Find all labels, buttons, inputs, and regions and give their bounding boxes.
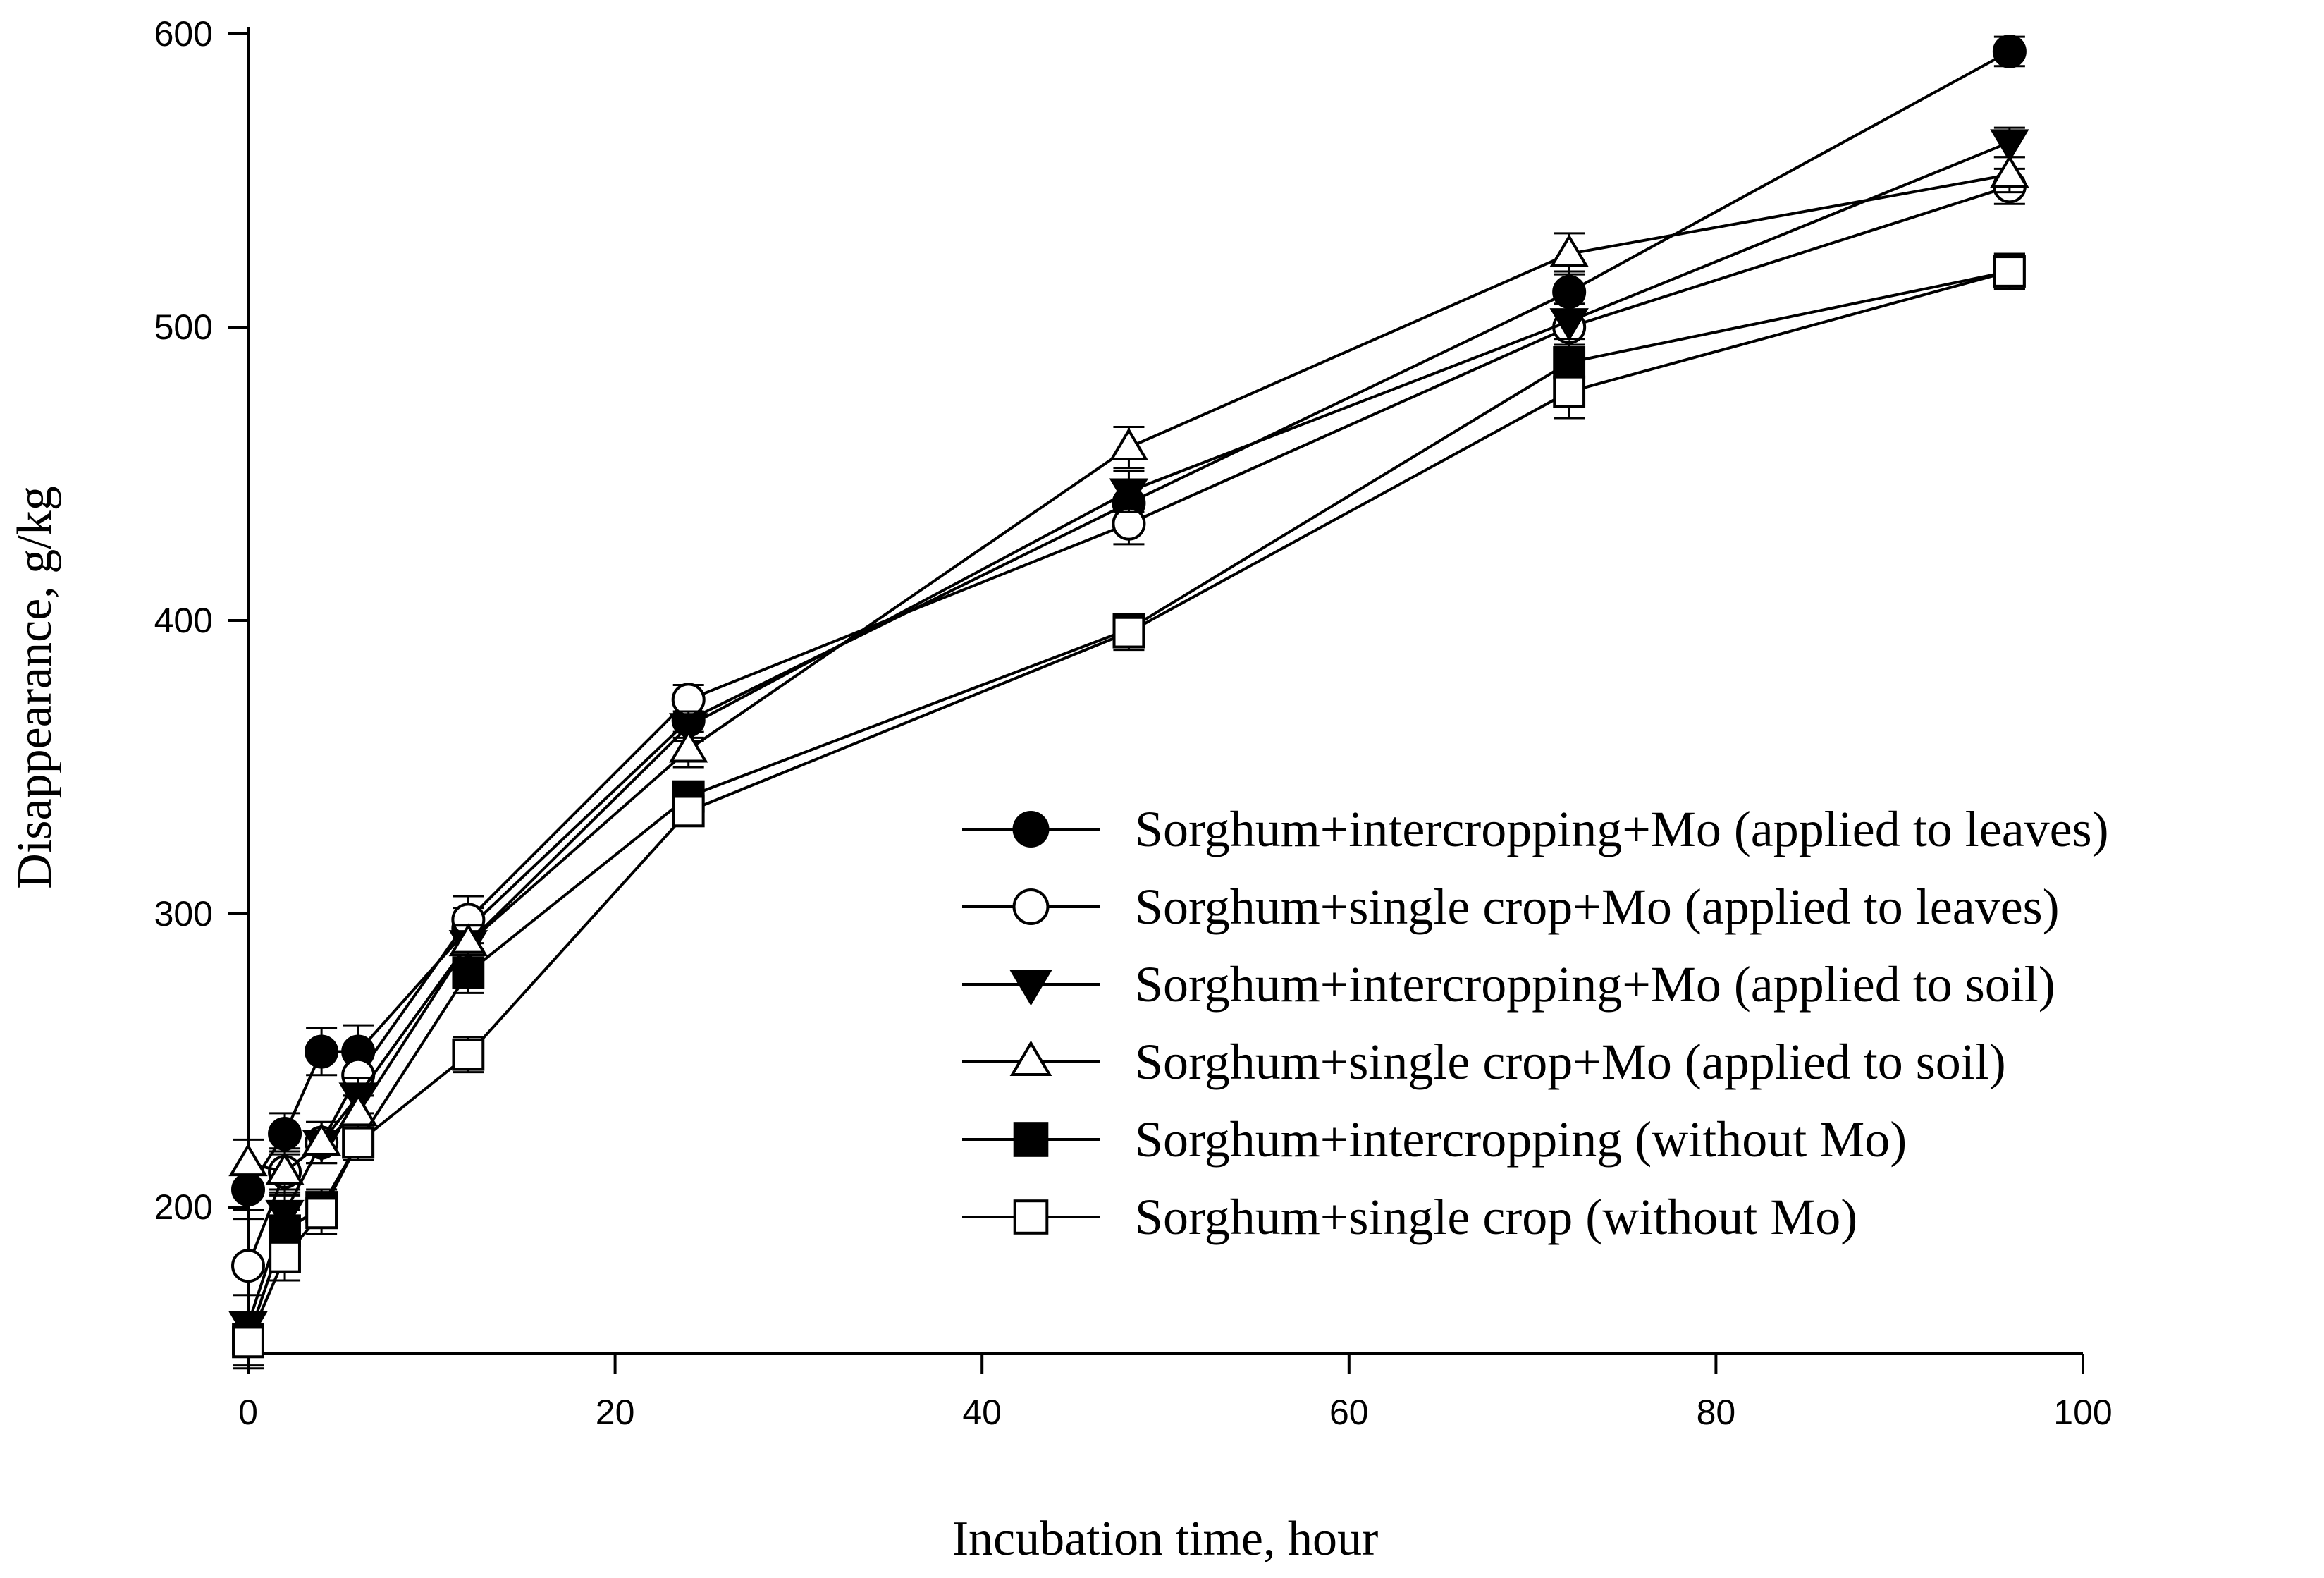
y-tick-label: 500 [154, 307, 213, 347]
legend-marker [1009, 1040, 1052, 1076]
data-point-marker [1990, 154, 2029, 188]
x-tick-label: 40 [962, 1393, 1002, 1432]
data-point-marker [1109, 427, 1149, 461]
y-tick-label: 400 [154, 601, 213, 640]
series-line [247, 173, 2010, 1174]
series-6 [232, 252, 2026, 1370]
data-point-marker [1990, 129, 2029, 163]
series-layer [228, 34, 2029, 1370]
series-3 [228, 126, 2029, 1355]
legend-label: Sorghum+single crop+Mo (applied to leave… [1135, 879, 2060, 935]
x-tick-label: 60 [1329, 1393, 1369, 1432]
y-axis-title: Disappearance, g/kg [8, 486, 62, 888]
data-point-marker [1553, 375, 1586, 408]
legend-item: Sorghum+intercropping+Mo (applied to lea… [962, 801, 2109, 857]
legend-item: Sorghum+single crop+Mo (applied to leave… [962, 879, 2060, 935]
legend-marker [1013, 1122, 1049, 1157]
x-tick-label: 80 [1697, 1393, 1736, 1432]
legend-marker [1013, 1199, 1049, 1235]
legend-item: Sorghum+single crop (without Mo) [962, 1189, 1857, 1245]
legend-label: Sorghum+intercropping+Mo (applied to soi… [1135, 956, 2055, 1013]
legend-label: Sorghum+intercropping (without Mo) [1135, 1111, 1907, 1168]
data-point-marker [672, 795, 705, 828]
legend-marker [1012, 811, 1050, 848]
data-point-marker [1549, 308, 1589, 341]
data-point-marker [232, 1326, 264, 1359]
data-point-marker [1992, 34, 2027, 68]
data-point-marker [265, 1151, 305, 1185]
data-point-marker [1549, 233, 1589, 267]
x-tick-label: 0 [238, 1393, 258, 1432]
data-point-marker [452, 956, 485, 989]
legend-marker [1009, 970, 1052, 1006]
y-tick-label: 300 [154, 894, 213, 934]
data-point-marker [669, 713, 708, 746]
data-point-marker [231, 1249, 265, 1283]
data-point-marker [269, 1240, 301, 1273]
data-point-marker [302, 1123, 341, 1156]
x-tick-label: 20 [596, 1393, 635, 1432]
y-tick-label: 600 [154, 14, 213, 54]
data-point-marker [268, 1117, 302, 1151]
legend-label: Sorghum+single crop+Mo (applied to soil) [1135, 1034, 2006, 1090]
legend-label: Sorghum+intercropping+Mo (applied to lea… [1135, 801, 2109, 857]
legend: Sorghum+intercropping+Mo (applied to lea… [962, 801, 2109, 1245]
x-tick-label: 100 [2053, 1393, 2112, 1432]
data-point-marker [452, 1038, 485, 1071]
y-tick-label: 200 [154, 1187, 213, 1227]
data-point-marker [1993, 255, 2026, 288]
data-point-marker [228, 1143, 268, 1177]
series-4 [228, 154, 2029, 1194]
data-point-marker [305, 1197, 338, 1230]
x-axis-title: Incubation time, hour [952, 1512, 1379, 1566]
series-line [247, 185, 2010, 1266]
legend-item: Sorghum+intercropping+Mo (applied to soi… [962, 956, 2055, 1013]
axes: 0 20 40 60 80 100 200 300 400 500 600 [154, 14, 2113, 1432]
data-point-marker [1109, 478, 1149, 512]
legend-label: Sorghum+single crop (without Mo) [1135, 1189, 1857, 1245]
data-point-marker [342, 1126, 375, 1159]
legend-marker [1012, 888, 1050, 925]
legend-item: Sorghum+intercropping (without Mo) [962, 1111, 1907, 1168]
data-point-marker [305, 1034, 339, 1069]
data-point-marker [1112, 616, 1145, 649]
data-point-marker [669, 729, 708, 763]
legend-item: Sorghum+single crop+Mo (applied to soil) [962, 1034, 2006, 1090]
